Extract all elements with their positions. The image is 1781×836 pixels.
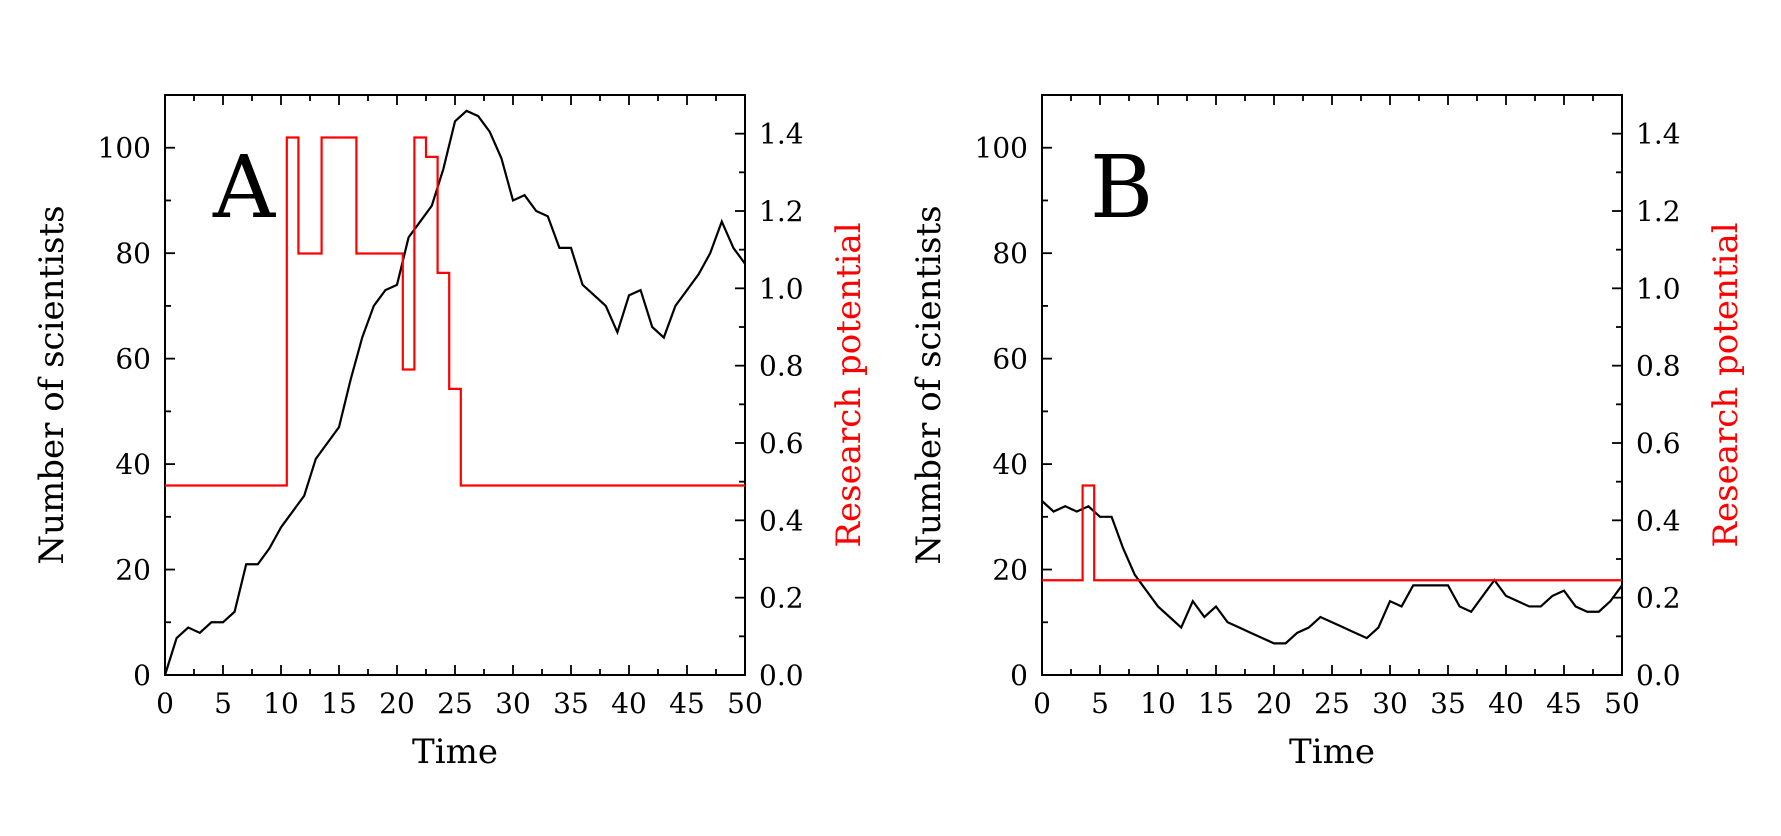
x-tick-label: 5 — [1091, 687, 1109, 720]
x-tick-label: 0 — [156, 687, 174, 720]
y2-tick-label: 1.0 — [1636, 272, 1681, 305]
chart-panel-a: 0 5 10 15 20 25 30 35 40 45 50 0 20 40 60 80 100 0.0 0.2 0.… — [32, 94, 869, 772]
x-tick-label: 25 — [437, 687, 473, 720]
x-tick-label: 20 — [1256, 687, 1292, 720]
x-tick-label: 30 — [1372, 687, 1408, 720]
x-tick-label: 15 — [321, 687, 357, 720]
y2-tick-label: 0.6 — [759, 427, 804, 460]
x-tick-label: 45 — [1546, 687, 1582, 720]
x-tick-label: 20 — [379, 687, 415, 720]
x-tick-label: 35 — [553, 687, 589, 720]
y-tick-label: 40 — [115, 448, 151, 481]
x-tick-label: 35 — [1430, 687, 1466, 720]
x-tick-label: 30 — [495, 687, 531, 720]
y2-tick-label: 1.4 — [759, 118, 804, 151]
y-tick-label: 60 — [992, 343, 1028, 376]
y2-tick-label: 0.8 — [1636, 350, 1681, 383]
y2-axis-title: Research potential — [1706, 222, 1746, 547]
x-tick-label: 10 — [1140, 687, 1176, 720]
x-tick-label: 45 — [669, 687, 705, 720]
research-potential-line — [1042, 484, 1622, 582]
x-tick-label: 50 — [727, 687, 763, 720]
y2-tick-label: 0.2 — [1636, 582, 1681, 615]
y2-tick-label: 1.2 — [759, 195, 804, 228]
x-tick-label: 5 — [214, 687, 232, 720]
y2-tick-label: 0.0 — [759, 659, 804, 692]
y-tick-label: 80 — [992, 237, 1028, 270]
y2-tick-label: 0.2 — [759, 582, 804, 615]
y2-tick-label: 1.0 — [759, 272, 804, 305]
x-axis-title: Time — [412, 732, 498, 772]
x-axis-title: Time — [1289, 732, 1375, 772]
y2-tick-label: 1.4 — [1636, 118, 1681, 151]
chart-panel-b: 0 5 10 15 20 25 30 35 40 45 50 0 20 40 60 80 100 0.0 0.2 0.… — [909, 94, 1746, 772]
y2-tick-label: 0.6 — [1636, 427, 1681, 460]
x-tick-label: 40 — [1488, 687, 1524, 720]
y-tick-label: 100 — [98, 132, 151, 165]
y-tick-label: 20 — [115, 554, 151, 587]
y2-axis-title: Research potential — [829, 222, 869, 547]
y2-tick-label: 0.4 — [759, 504, 804, 537]
y2-tick-label: 0.0 — [1636, 659, 1681, 692]
y-tick-label: 0 — [133, 659, 151, 692]
scientists-count-line — [163, 109, 746, 676]
x-tick-label: 25 — [1314, 687, 1350, 720]
y-tick-label: 40 — [992, 448, 1028, 481]
y-tick-label: 60 — [115, 343, 151, 376]
x-tick-label: 0 — [1033, 687, 1051, 720]
y-tick-label: 0 — [1010, 659, 1028, 692]
panel-label: B — [1090, 138, 1153, 238]
scientists-count-line — [1041, 500, 1623, 645]
y-tick-label: 100 — [975, 132, 1028, 165]
research-potential-line — [165, 136, 745, 487]
x-tick-label: 50 — [1604, 687, 1640, 720]
x-tick-label: 10 — [263, 687, 299, 720]
y-axis-title: Number of scientists — [32, 205, 72, 564]
y2-tick-label: 1.2 — [1636, 195, 1681, 228]
panel-label: A — [212, 138, 276, 238]
y-axis-title: Number of scientists — [909, 205, 949, 564]
y2-tick-label: 0.4 — [1636, 504, 1681, 537]
y-tick-label: 80 — [115, 237, 151, 270]
y-tick-label: 20 — [992, 554, 1028, 587]
x-tick-label: 15 — [1198, 687, 1234, 720]
x-tick-label: 40 — [611, 687, 647, 720]
y2-tick-label: 0.8 — [759, 350, 804, 383]
